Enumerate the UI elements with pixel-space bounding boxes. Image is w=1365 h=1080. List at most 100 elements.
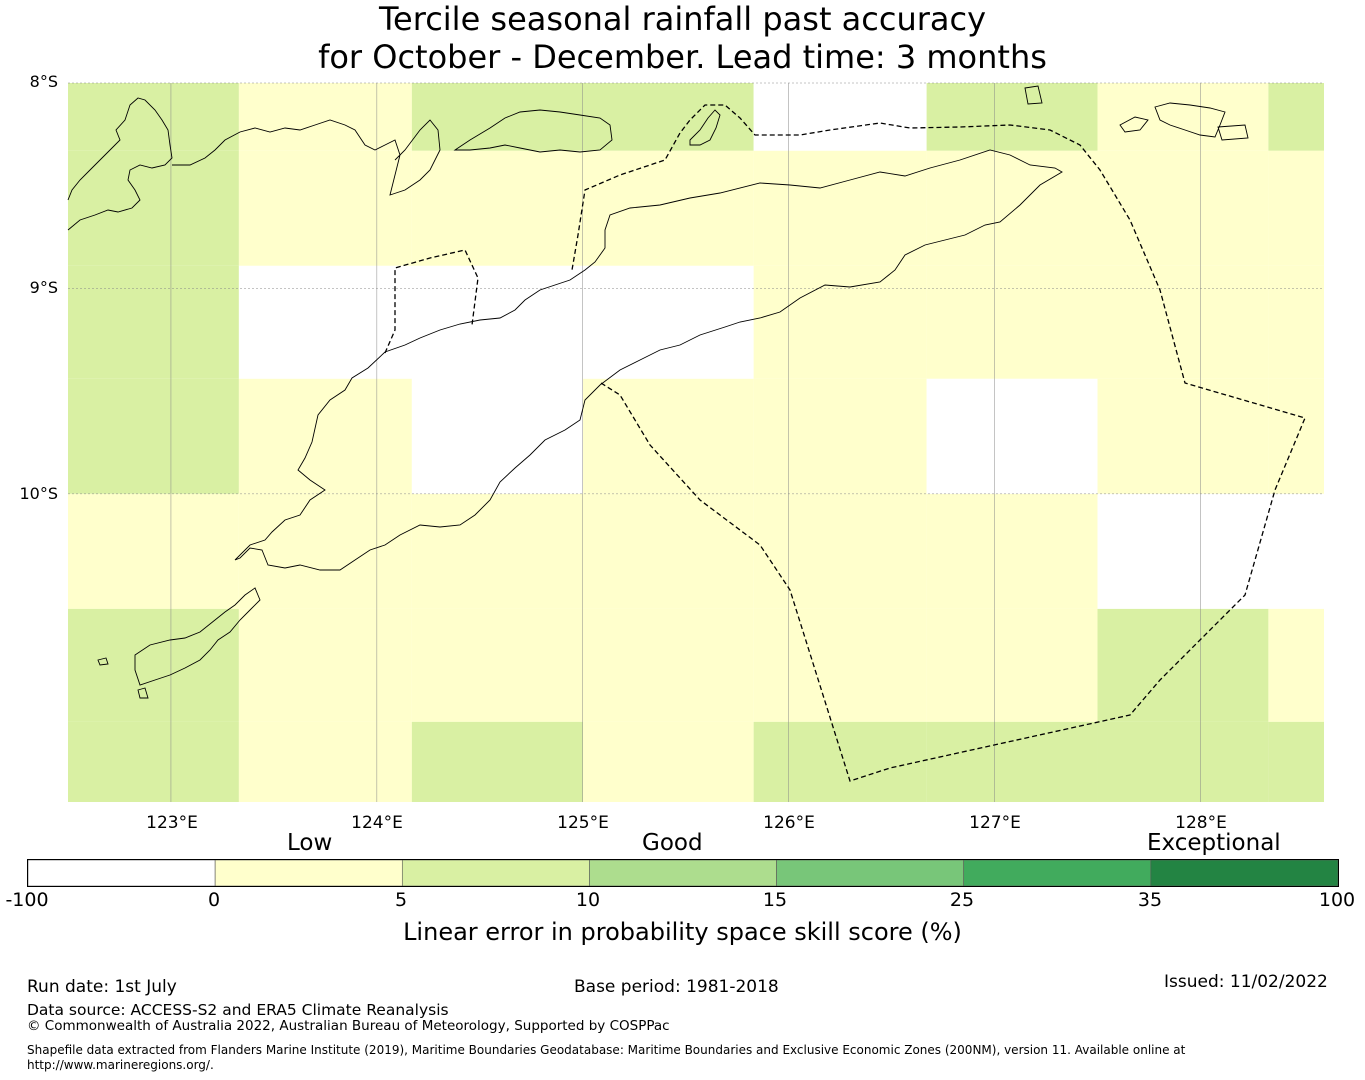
grid-cell (582, 493, 754, 609)
grid-cell (411, 493, 583, 609)
grid-cell (753, 150, 927, 266)
grid-cell (1268, 265, 1324, 379)
grid-cell (238, 493, 412, 609)
grid-cell (238, 265, 412, 379)
legend-tick: -100 (5, 889, 49, 911)
grid-cell (1097, 150, 1269, 266)
lat-label-9s: 9°S (29, 278, 58, 297)
coastline-wetar (1119, 102, 1249, 141)
colorbar-segment (589, 859, 777, 887)
grid-cell (926, 150, 1098, 266)
grid-cell (926, 378, 1098, 494)
grid-cell (1268, 378, 1324, 494)
grid-cell (753, 721, 927, 802)
grid-cell (753, 83, 927, 151)
lon-label-126e: 126°E (763, 813, 815, 833)
grid-cell (926, 265, 1098, 379)
grid-cell (1097, 378, 1269, 494)
legend-category-good: Good (642, 830, 703, 856)
grid-cell (238, 150, 412, 266)
coastline-savu (97, 657, 149, 699)
grid-cell (238, 721, 412, 802)
colorbar-title: Linear error in probability space skill … (403, 918, 962, 946)
lon-label-128e: 128°E (1175, 813, 1227, 833)
base-period: Base period: 1981-2018 (574, 977, 779, 997)
skill-grid (68, 83, 1324, 802)
coastline-north-islands-2 (172, 119, 441, 196)
shapefile-credit-line-1: Shapefile data extracted from Flanders M… (27, 1043, 1186, 1057)
title-line-2: for October - December. Lead time: 3 mon… (318, 38, 1047, 76)
grid-cell (582, 608, 754, 722)
boundary-oecusse (384, 249, 479, 354)
grid-cell (68, 83, 239, 151)
grid-cell (1097, 608, 1269, 722)
grid-cell (411, 378, 583, 494)
issued-date: Issued: 11/02/2022 (1164, 972, 1328, 992)
colorbar-outline (27, 859, 1339, 887)
colorbar (27, 859, 1339, 887)
grid-cell (68, 608, 239, 722)
boundary-timor-leste (571, 104, 1306, 782)
grid-cell (411, 150, 583, 266)
lon-label-125e: 125°E (557, 813, 609, 833)
legend-category-exceptional: Exceptional (1147, 830, 1281, 856)
data-source: Data source: ACCESS-S2 and ERA5 Climate … (27, 1001, 449, 1019)
legend-category-low: Low (287, 830, 333, 856)
grid-cell (1097, 721, 1269, 802)
colorbar-segment (214, 859, 403, 887)
coastlines (67, 85, 1249, 699)
grid-cell (753, 608, 927, 722)
grid-cell (1268, 608, 1324, 722)
grid-cell (753, 493, 927, 609)
grid-cell (68, 265, 239, 379)
legend-tick: 5 (394, 889, 408, 911)
coastline-rote (134, 587, 261, 686)
shapefile-credit: Shapefile data extracted from Flanders M… (27, 1043, 1185, 1073)
grid-cell (68, 721, 239, 802)
grid-cell (1097, 265, 1269, 379)
legend-tick: 10 (575, 889, 601, 911)
grid-cell (926, 721, 1098, 802)
coastline-wetar-small (1024, 85, 1043, 105)
grid-cell (753, 265, 927, 379)
grid-cell (582, 378, 754, 494)
grid-cell (1097, 83, 1269, 151)
grid-cell (753, 378, 927, 494)
lon-label-124e: 124°E (351, 813, 403, 833)
grid-cell (238, 608, 412, 722)
legend-tick: 15 (762, 889, 788, 911)
grid-cell (411, 265, 583, 379)
legend-tick: 35 (1137, 889, 1163, 911)
grid-cell (238, 83, 412, 151)
grid-cell (1097, 493, 1269, 609)
grid-cell (582, 83, 754, 151)
chart-title: Tercile seasonal rainfall past accuracy … (0, 0, 1365, 76)
legend-tick: 0 (207, 889, 221, 911)
legend-tick: 25 (949, 889, 975, 911)
grid-cell (68, 378, 239, 494)
colorbar-segment (1150, 859, 1339, 887)
graticule (68, 82, 1324, 802)
grid-cell (238, 378, 412, 494)
grid-cell (411, 83, 583, 151)
grid-cell (68, 493, 239, 609)
lat-label-10s: 10°S (19, 484, 58, 503)
copyright: © Commonwealth of Australia 2022, Austra… (27, 1018, 670, 1034)
shapefile-credit-line-2: http://www.marineregions.org/. (27, 1058, 214, 1072)
colorbar-segment (776, 859, 965, 887)
grid-cell (582, 721, 754, 802)
grid-cell (411, 721, 583, 802)
coastline-atauro (689, 109, 721, 146)
grid-cell (1268, 150, 1324, 266)
run-date: Run date: 1st July (27, 977, 177, 997)
grid-cell (582, 150, 754, 266)
grid-cell (1268, 493, 1324, 609)
colorbar-segment (401, 859, 590, 887)
title-line-1: Tercile seasonal rainfall past accuracy (378, 0, 987, 38)
grid-cell (1268, 721, 1324, 802)
grid-cell (1268, 83, 1324, 151)
lon-label-123e: 123°E (146, 813, 198, 833)
coastline-north-islands (67, 97, 173, 231)
lat-label-8s: 8°S (29, 72, 58, 91)
lon-label-127e: 127°E (969, 813, 1021, 833)
